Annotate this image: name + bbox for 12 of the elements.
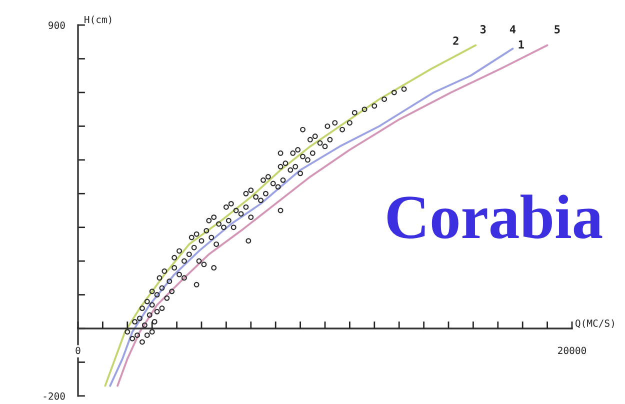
y-axis-title: H(cm): [84, 16, 112, 24]
annotation: 4: [510, 25, 516, 34]
y-tick-label: 900: [48, 22, 65, 29]
x-tick-label: 20000: [558, 346, 586, 354]
annotation: 3: [480, 25, 486, 34]
y-tick-label: -200: [44, 392, 65, 400]
annotation: Corabia: [387, 194, 602, 239]
annotation: 1: [518, 40, 524, 49]
annotation: 5: [554, 25, 560, 34]
annotation: 2: [453, 36, 458, 45]
x-tick-label: 0: [76, 346, 80, 354]
x-axis-title: Q(MC/S): [576, 319, 614, 328]
